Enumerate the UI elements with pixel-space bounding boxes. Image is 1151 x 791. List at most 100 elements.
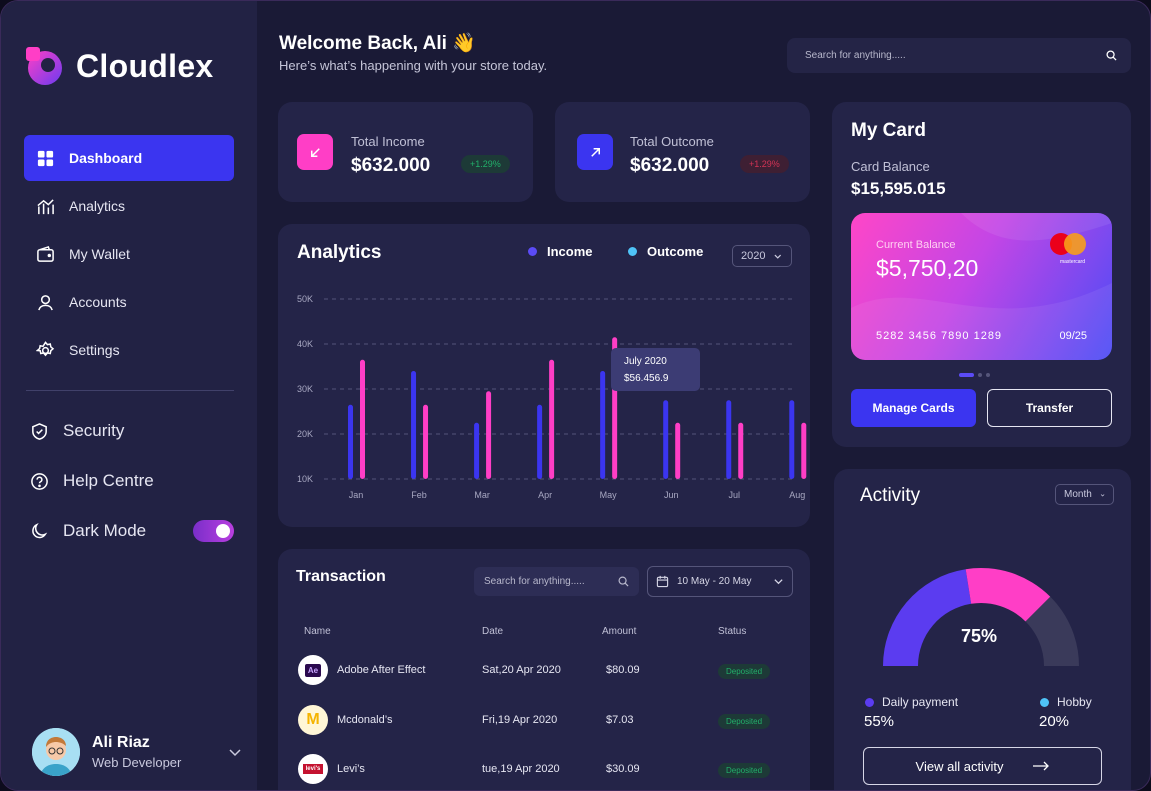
daily-value: 55% [864, 713, 895, 730]
legend-daily-payment: Daily payment [865, 695, 958, 709]
card-balance-value: $15,595.015 [851, 179, 946, 198]
date-range-picker[interactable]: 10 May - 20 May [647, 566, 793, 597]
tooltip-title: July 2020 [624, 356, 667, 367]
page-subtitle: Here’s what’s happening with your store … [279, 58, 548, 73]
sidebar-item-analytics[interactable]: Analytics [24, 183, 234, 229]
brand-logo[interactable]: Cloudlex [24, 45, 214, 87]
y-tick-label: 20K [297, 429, 313, 439]
bar-income [726, 400, 732, 479]
chevron-down-icon [774, 579, 783, 585]
grid-icon [37, 150, 54, 166]
year-select[interactable]: 2020 [732, 245, 792, 267]
current-balance-label: Current Balance [876, 239, 956, 251]
bar-income [411, 371, 417, 479]
analytics-panel: Analytics Income Outcome 2020 50K 40K 30K 2… [278, 224, 810, 527]
transaction-title: Transaction [296, 568, 386, 585]
bar-income [600, 371, 606, 479]
transaction-search-input[interactable] [484, 576, 618, 587]
sidebar-item-help-centre[interactable]: Help Centre [24, 457, 234, 505]
status-badge: Deposited [718, 664, 771, 679]
my-card-title: My Card [851, 120, 926, 141]
search-icon[interactable] [618, 576, 629, 587]
y-tick-label: 50K [297, 294, 313, 304]
sidebar-item-label: Dark Mode [63, 521, 147, 540]
bar-outcome [360, 359, 365, 479]
levis-logo-icon: levi's [298, 754, 328, 784]
welcome-text: Welcome Back, Ali [279, 33, 447, 54]
sidebar-item-settings[interactable]: Settings [24, 327, 234, 373]
manage-cards-button[interactable]: Manage Cards [851, 389, 976, 427]
user-profile[interactable]: Ali Riaz Web Developer [32, 728, 242, 776]
chevron-down-icon [1100, 493, 1105, 497]
current-balance-value: $5,750,20 [876, 255, 979, 281]
sidebar-item-label: Security [63, 421, 125, 440]
period-select[interactable]: Month [1055, 484, 1114, 505]
carousel-dot[interactable] [978, 373, 982, 377]
sidebar-item-my-wallet[interactable]: My Wallet [24, 231, 234, 277]
row-date: Sat,20 Apr 2020 [482, 664, 561, 676]
row-amount: $7.03 [606, 714, 634, 726]
outcome-arrow-icon [577, 134, 613, 170]
bar-outcome [423, 404, 429, 479]
hobby-dot-icon [1040, 697, 1049, 707]
table-row[interactable]: levi's Levi’s tue,19 Apr 2020 $30.09 Dep… [298, 754, 788, 786]
bar-income [789, 400, 795, 479]
logo-text: M [306, 711, 320, 728]
sidebar-item-accounts[interactable]: Accounts [24, 279, 234, 325]
activity-title: Activity [860, 485, 921, 506]
carousel-dot[interactable] [986, 373, 990, 377]
row-name: Levi’s [337, 763, 365, 775]
profile-name: Ali Riaz [92, 734, 150, 751]
sidebar-item-dashboard[interactable]: Dashboard [24, 135, 234, 181]
sidebar-item-label: Help Centre [63, 471, 154, 490]
wallet-icon [37, 245, 54, 262]
search-input[interactable] [805, 50, 1106, 61]
avatar [32, 728, 80, 776]
x-tick-label: Apr [538, 490, 552, 500]
gauge-remaining-segment [1025, 596, 1079, 666]
legend-income-label: Income [547, 244, 593, 259]
row-date: Fri,19 Apr 2020 [482, 714, 558, 726]
column-header-status: Status [718, 626, 747, 637]
profile-role: Web Developer [92, 755, 182, 770]
logo-text: Ae [304, 663, 322, 677]
bar-outcome [675, 422, 681, 479]
sidebar-secondary-nav: Security Help Centre Dark Mode [24, 407, 234, 557]
mcdonalds-logo-icon: M [298, 705, 328, 735]
x-tick-label: Aug [789, 490, 805, 500]
bar-income [348, 404, 353, 479]
sidebar-item-security[interactable]: Security [24, 407, 234, 455]
dark-mode-toggle[interactable] [193, 520, 234, 542]
row-name: Adobe After Effect [337, 664, 426, 676]
page-title: Welcome Back, Ali 👋 [279, 31, 476, 55]
credit-card[interactable]: Current Balance $5,750,20 mastercard 528… [851, 213, 1112, 360]
adobe-ae-logo-icon: Ae [298, 655, 328, 685]
avatar-illustration-icon [32, 728, 80, 776]
row-amount: $30.09 [606, 763, 640, 775]
chart-tooltip: July 2020 $56.456.9 [611, 348, 700, 391]
income-arrow-icon [297, 134, 333, 170]
carousel-dot[interactable] [959, 373, 974, 377]
view-all-activity-button[interactable]: View all activity [863, 747, 1102, 785]
date-range-value: 10 May - 20 May [677, 576, 752, 587]
search-icon[interactable] [1106, 50, 1117, 61]
arrow-right-icon [1033, 761, 1050, 771]
sidebar-item-label: Dashboard [69, 150, 143, 166]
status-badge: Deposited [718, 714, 771, 729]
table-row[interactable]: Ae Adobe After Effect Sat,20 Apr 2020 $8… [298, 655, 788, 687]
income-label: Total Income [351, 134, 425, 149]
card-expiry: 09/25 [1059, 330, 1087, 342]
y-tick-label: 10K [297, 474, 313, 484]
x-tick-label: Jul [728, 490, 740, 500]
x-tick-label: Feb [411, 490, 427, 500]
table-row[interactable]: M Mcdonald’s Fri,19 Apr 2020 $7.03 Depos… [298, 705, 788, 737]
outcome-label: Total Outcome [630, 134, 714, 149]
transfer-button[interactable]: Transfer [987, 389, 1112, 427]
gauge-hobby-segment [965, 568, 1051, 622]
global-search [787, 38, 1131, 73]
chevron-down-icon[interactable] [228, 745, 242, 759]
card-carousel-dots[interactable] [959, 373, 990, 377]
legend-hobby: Hobby [1040, 695, 1092, 709]
brand-name: Cloudlex [76, 47, 214, 84]
